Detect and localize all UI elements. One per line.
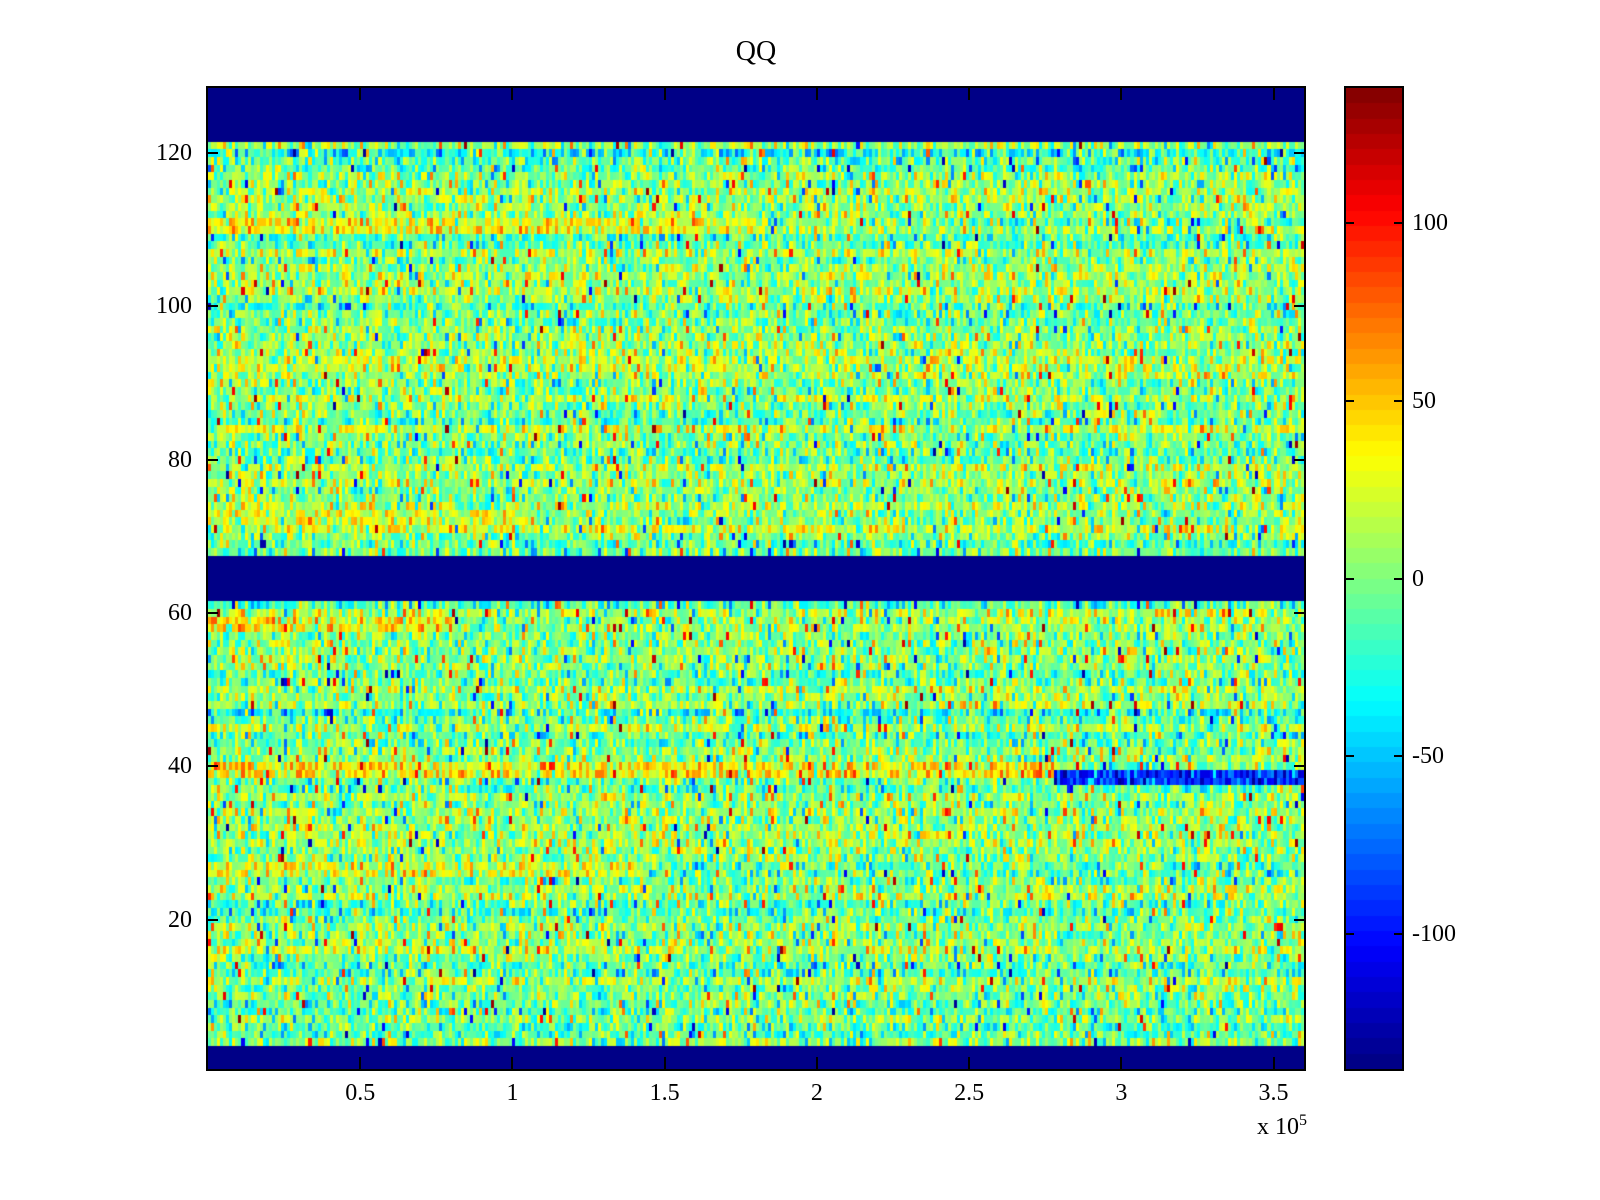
colorbar-tick-left <box>1346 755 1354 758</box>
colorbar-tick-label: 100 <box>1412 210 1448 237</box>
x-tick-bottom <box>1120 1057 1123 1069</box>
y-tick-left <box>208 152 218 155</box>
x-axis-exponent-prefix: x 10 <box>1257 1114 1299 1140</box>
y-tick-right <box>1294 611 1304 614</box>
colorbar-tick-right <box>1394 222 1402 225</box>
chart-title: QQ <box>735 36 777 67</box>
x-tick-bottom <box>511 1057 514 1069</box>
colorbar-canvas <box>1346 88 1402 1069</box>
y-tick-label: 80 <box>168 446 192 473</box>
x-axis-exponent-power: 5 <box>1299 1112 1307 1129</box>
heatmap-canvas <box>208 88 1304 1069</box>
y-tick-label: 20 <box>168 906 192 933</box>
colorbar-tick-right <box>1394 932 1402 935</box>
colorbar-tick-right <box>1394 399 1402 402</box>
x-tick-top <box>663 88 666 100</box>
x-tick-label: 0.5 <box>345 1080 376 1106</box>
y-tick-label: 120 <box>156 140 192 167</box>
colorbar-tick-label: -100 <box>1412 920 1456 947</box>
colorbar-tick-label: 50 <box>1412 387 1436 414</box>
colorbar-tick-right <box>1394 755 1402 758</box>
y-tick-label: 40 <box>168 753 192 780</box>
colorbar-tick-label: -50 <box>1412 743 1444 770</box>
x-tick-label: 3 <box>1115 1080 1128 1106</box>
x-tick-label: 3.5 <box>1258 1080 1289 1106</box>
x-tick-top <box>511 88 514 100</box>
x-tick-bottom <box>663 1057 666 1069</box>
x-tick-bottom <box>1272 1057 1275 1069</box>
plot-area <box>206 86 1306 1071</box>
y-tick-left <box>208 918 218 921</box>
colorbar <box>1344 86 1404 1071</box>
y-tick-left <box>208 458 218 461</box>
x-axis-exponent: x 105 <box>1107 1112 1307 1141</box>
y-tick-left <box>208 765 218 768</box>
y-tick-right <box>1294 765 1304 768</box>
x-tick-top <box>968 88 971 100</box>
y-tick-left <box>208 611 218 614</box>
x-tick-top <box>359 88 362 100</box>
y-tick-right <box>1294 918 1304 921</box>
x-tick-top <box>1272 88 1275 100</box>
x-tick-top <box>1120 88 1123 100</box>
colorbar-tick-left <box>1346 932 1354 935</box>
colorbar-tick-left <box>1346 399 1354 402</box>
x-tick-label: 1 <box>506 1080 519 1106</box>
x-tick-label: 2.5 <box>954 1080 985 1106</box>
y-tick-right <box>1294 305 1304 308</box>
colorbar-tick-left <box>1346 577 1354 580</box>
colorbar-tick-left <box>1346 222 1354 225</box>
x-tick-bottom <box>968 1057 971 1069</box>
x-tick-label: 2 <box>810 1080 823 1106</box>
colorbar-tick-right <box>1394 577 1402 580</box>
x-tick-bottom <box>815 1057 818 1069</box>
y-tick-right <box>1294 152 1304 155</box>
y-tick-left <box>208 305 218 308</box>
x-tick-top <box>815 88 818 100</box>
y-tick-right <box>1294 458 1304 461</box>
x-tick-label: 1.5 <box>649 1080 680 1106</box>
colorbar-tick-label: 0 <box>1412 565 1424 592</box>
y-tick-label: 60 <box>168 599 192 626</box>
y-tick-label: 100 <box>156 293 192 320</box>
x-tick-bottom <box>359 1057 362 1069</box>
